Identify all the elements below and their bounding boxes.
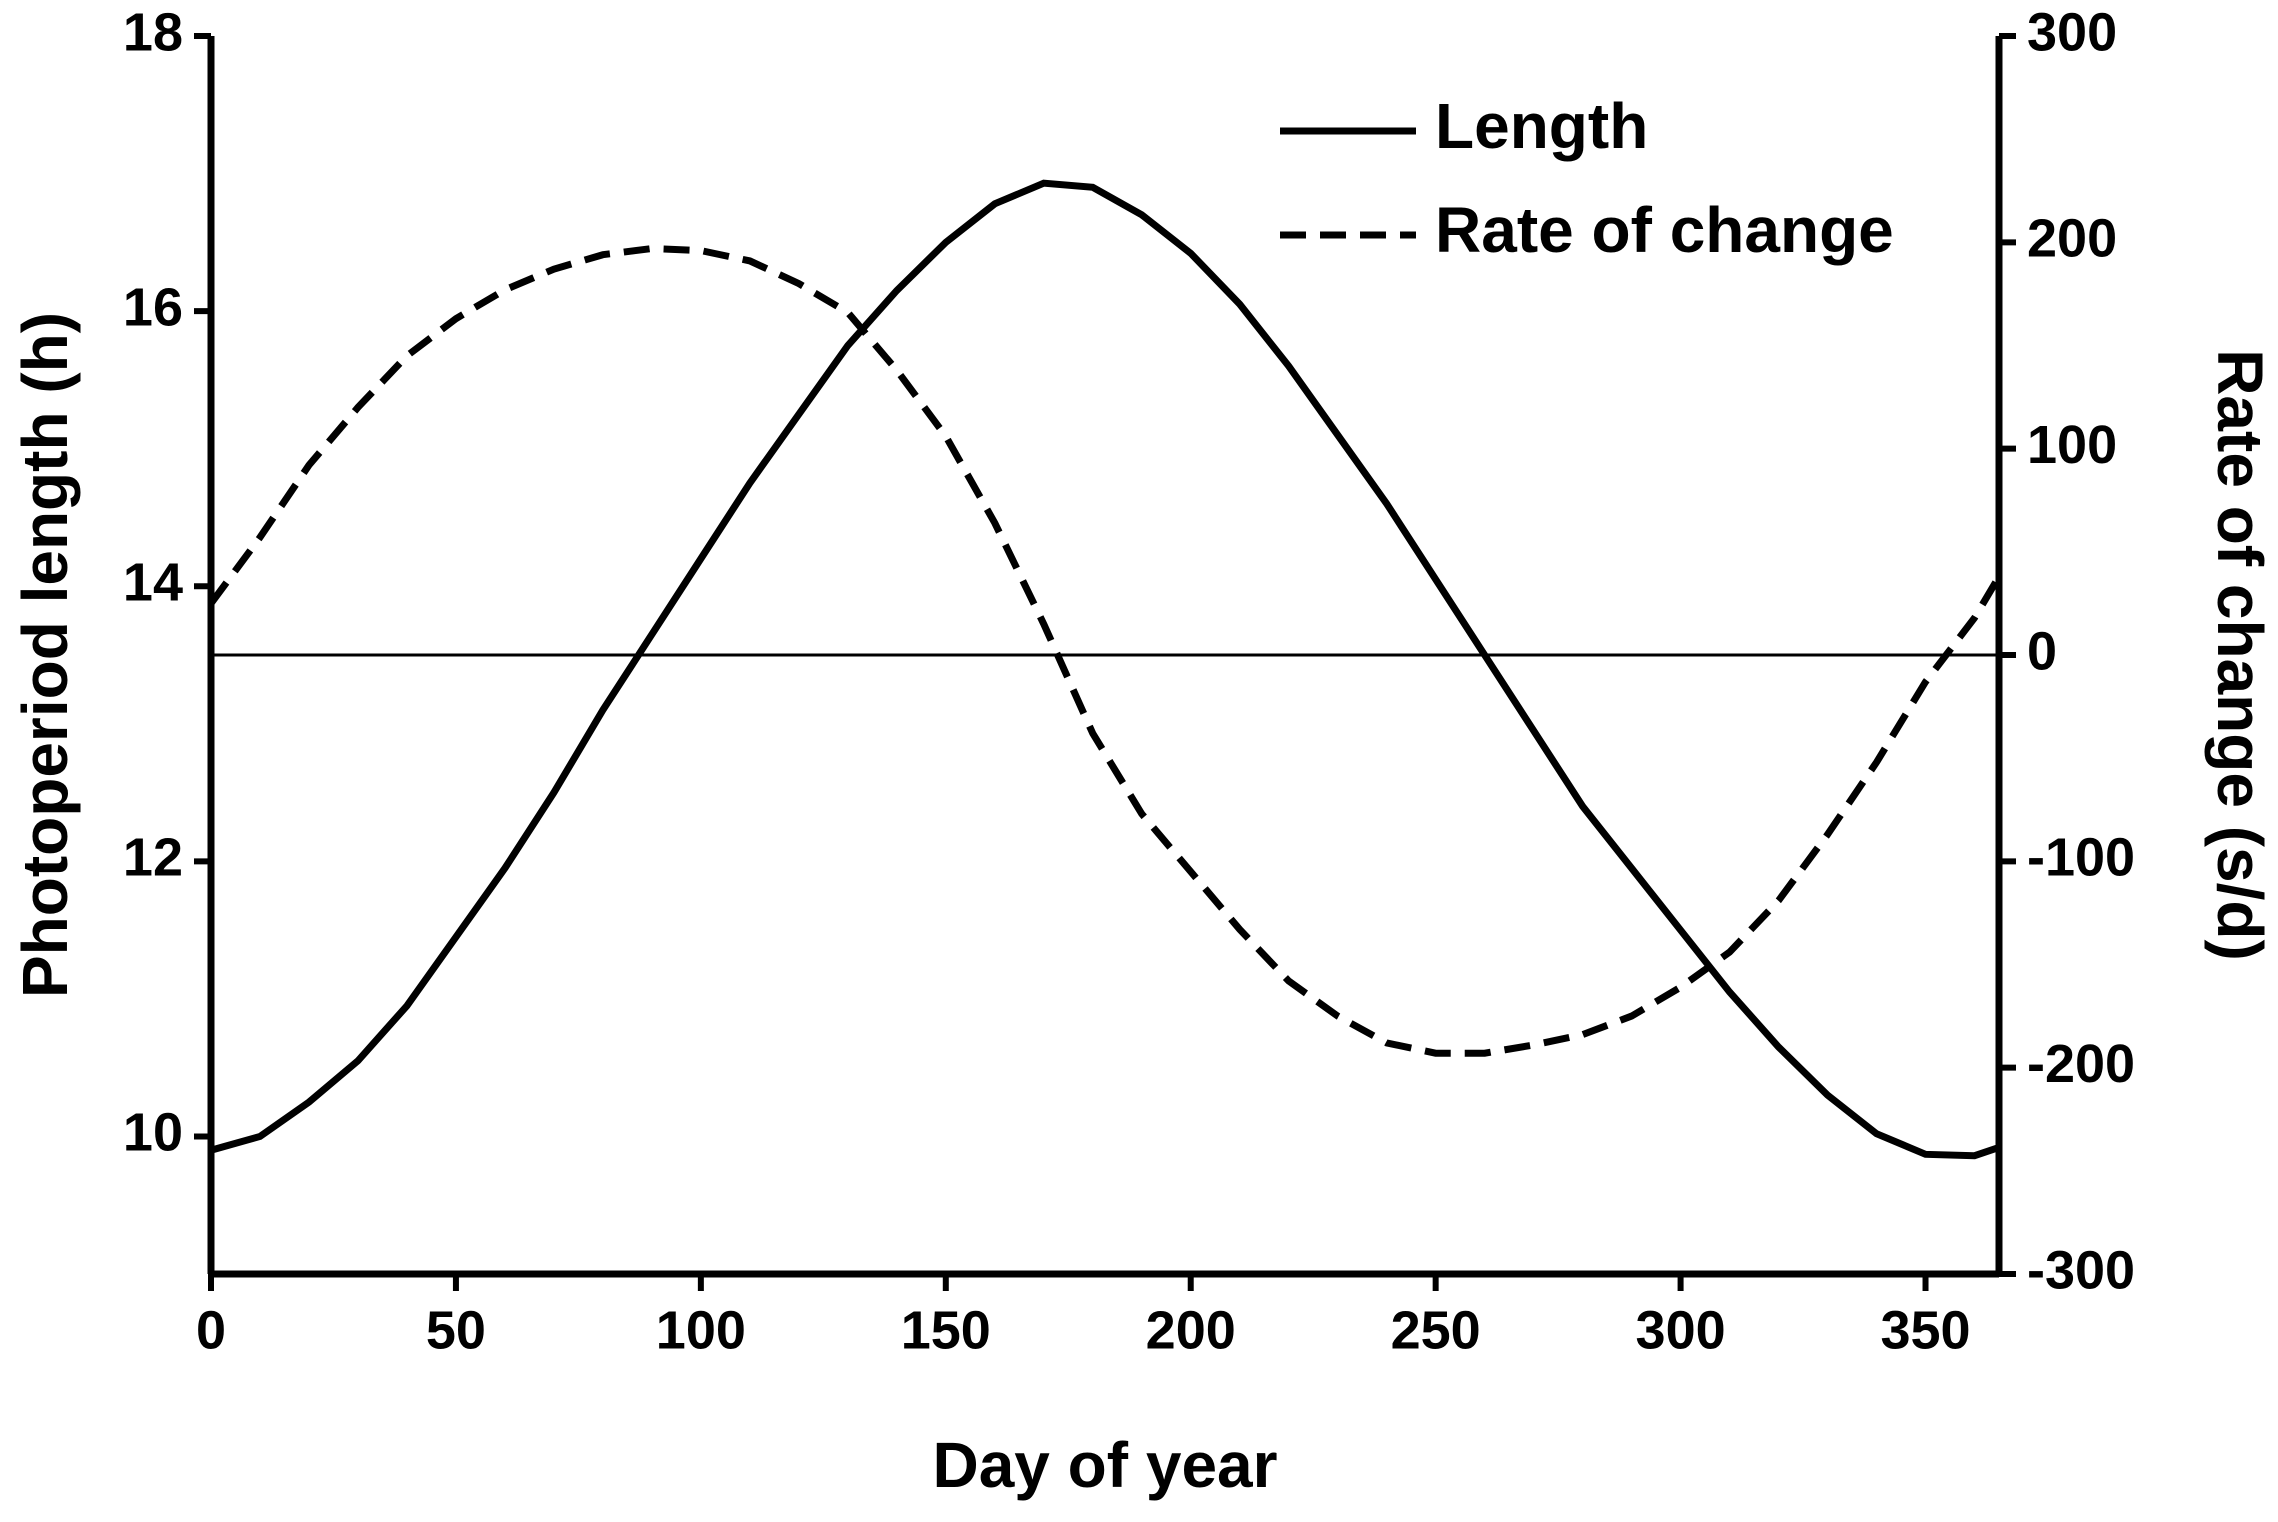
series-line bbox=[210, 179, 2001, 1160]
y2-tick-label: 300 bbox=[2027, 2, 2117, 62]
y-tick-label: 18 bbox=[123, 2, 183, 62]
x-tick-label: 0 bbox=[196, 1300, 226, 1360]
y-tick-label: 16 bbox=[123, 277, 183, 337]
y2-axis-title: Rate of change (s/d) bbox=[2204, 349, 2276, 961]
x-tick-label: 300 bbox=[1636, 1300, 1726, 1360]
legend-label: Length bbox=[1435, 90, 1648, 162]
y2-tick-label: -200 bbox=[2027, 1034, 2135, 1094]
series-line bbox=[208, 245, 2003, 1057]
y2-tick-label: -100 bbox=[2027, 828, 2135, 888]
y2-tick-label: -300 bbox=[2027, 1240, 2135, 1300]
y2-tick-label: 200 bbox=[2027, 209, 2117, 269]
y-tick-label: 12 bbox=[123, 828, 183, 888]
y2-tick-label: 0 bbox=[2027, 621, 2057, 681]
x-tick-label: 250 bbox=[1391, 1300, 1481, 1360]
x-tick-label: 150 bbox=[901, 1300, 991, 1360]
legend-label: Rate of change bbox=[1435, 194, 1894, 266]
x-tick-label: 50 bbox=[426, 1300, 486, 1360]
y-tick-label: 10 bbox=[123, 1103, 183, 1163]
x-tick-label: 100 bbox=[656, 1300, 746, 1360]
y2-tick-label: 100 bbox=[2027, 415, 2117, 475]
x-axis-title: Day of year bbox=[932, 1429, 1277, 1501]
x-tick-label: 350 bbox=[1880, 1300, 1970, 1360]
y-tick-label: 14 bbox=[123, 552, 183, 612]
y-axis-title: Photoperiod length (h) bbox=[9, 312, 81, 998]
x-tick-label: 200 bbox=[1146, 1300, 1236, 1360]
